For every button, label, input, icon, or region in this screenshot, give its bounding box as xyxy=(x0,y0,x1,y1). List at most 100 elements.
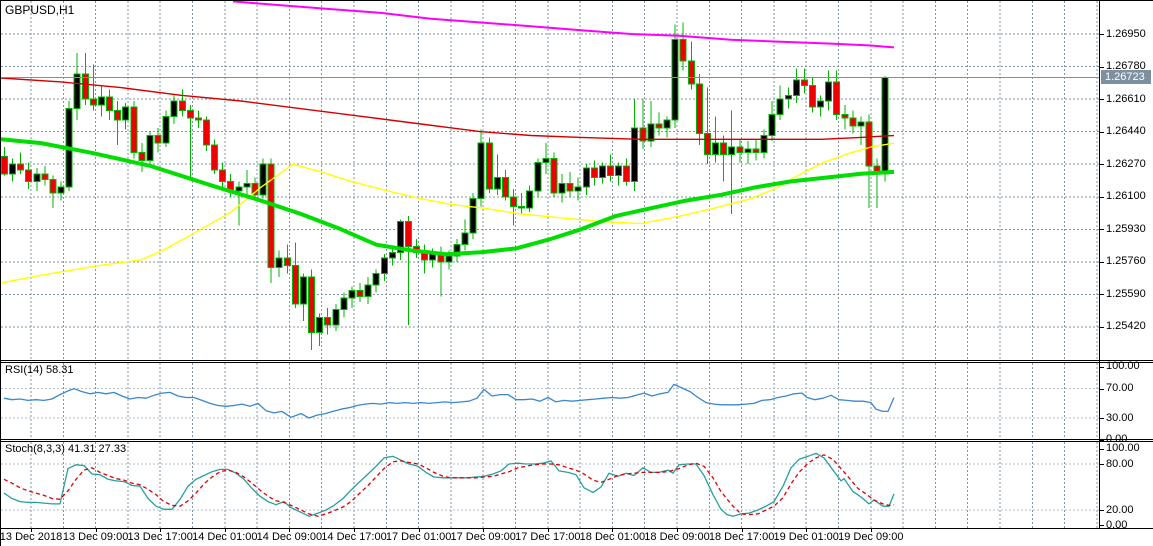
axis-tick xyxy=(1100,164,1104,166)
candle-bull xyxy=(825,81,833,102)
candle-bear xyxy=(41,173,49,181)
candle-bull xyxy=(259,163,267,196)
stoch-axis-label: 80.00 xyxy=(1106,457,1134,470)
rsi-axis-label: 0.00 xyxy=(1106,433,1128,446)
price-axis-label: 1.26950 xyxy=(1106,27,1146,40)
candle-bear xyxy=(607,165,614,177)
candle-bear xyxy=(291,265,299,305)
stoch-panel[interactable]: Stoch(8,3,3) 41.31 27.33 xyxy=(1,442,1099,528)
price-axis-label: 1.25930 xyxy=(1106,222,1146,235)
time-axis-label: 17 Dec 17:00 xyxy=(515,531,581,543)
candle-bull xyxy=(493,177,501,190)
candle-bear xyxy=(106,96,114,112)
time-axis-label: 19 Dec 01:00 xyxy=(773,531,839,543)
candle-bull xyxy=(671,39,679,121)
candle-bull xyxy=(453,244,461,257)
candle-bear xyxy=(154,134,162,144)
candle-bear xyxy=(841,113,849,119)
time-axis-tick xyxy=(418,528,420,532)
candle-bear xyxy=(501,177,509,198)
axis-tick xyxy=(1100,326,1104,328)
candle-bull xyxy=(57,186,65,194)
rsi-canvas[interactable] xyxy=(1,363,1099,439)
time-axis-label: 14 Dec 09:00 xyxy=(256,531,323,543)
stoch-signal-line xyxy=(3,454,895,517)
axis-tick xyxy=(1100,510,1104,512)
price-axis-label: 1.26610 xyxy=(1106,92,1146,105)
candle-bull xyxy=(542,157,550,163)
candle-bull xyxy=(768,113,776,136)
axis-tick xyxy=(1100,66,1104,68)
candle-bull xyxy=(598,165,606,179)
candle-bull xyxy=(388,251,396,259)
main-chart-canvas[interactable] xyxy=(1,1,1099,360)
time-axis-label: 13 Dec 17:00 xyxy=(127,531,193,543)
candle-bear xyxy=(833,81,841,115)
time-axis[interactable]: 13 Dec 2018 13 Dec 09:00 13 Dec 17:00 14 De… xyxy=(0,528,1099,546)
time-axis-label: 14 Dec 17:00 xyxy=(321,531,387,543)
candle-bull xyxy=(332,309,340,326)
candle-bear xyxy=(510,196,518,207)
price-axis-line xyxy=(1099,1,1100,529)
candle-bear xyxy=(809,85,816,108)
candle-bull xyxy=(784,94,792,100)
time-axis-tick xyxy=(483,528,485,532)
axis-tick xyxy=(1100,439,1104,441)
candle-bear xyxy=(81,73,89,100)
price-axis[interactable]: 1.26723 1.26950 1.26780 1.26610 1.26440 1.26… xyxy=(1100,1,1153,531)
candle-bear xyxy=(114,110,122,121)
price-axis-label: 1.26780 xyxy=(1106,60,1146,73)
symbol-label: GBPUSD,H1 xyxy=(5,3,75,17)
candle-bull xyxy=(469,198,477,234)
rsi-axis-label: 70.00 xyxy=(1106,382,1134,395)
candle-bear xyxy=(703,133,711,156)
rsi-line xyxy=(3,383,895,419)
candle-bear xyxy=(752,148,760,154)
axis-tick xyxy=(1100,261,1104,263)
time-axis-tick xyxy=(547,528,549,532)
axis-tick xyxy=(1100,418,1104,419)
time-axis-label: 13 Dec 2018 xyxy=(0,531,63,543)
candle-bear xyxy=(356,290,364,297)
candle-bull xyxy=(534,161,542,192)
stoch-axis-label: 20.00 xyxy=(1106,503,1134,516)
axis-tick xyxy=(1100,99,1104,101)
candle-bear xyxy=(550,157,558,194)
axis-tick xyxy=(1100,34,1104,35)
ma-thick-green xyxy=(1,137,895,257)
price-axis-label: 1.25420 xyxy=(1106,320,1146,333)
time-axis-label: 18 Dec 09:00 xyxy=(644,531,710,543)
candle-bull xyxy=(582,167,590,188)
price-axis-label: 1.26270 xyxy=(1106,157,1146,170)
axis-tick xyxy=(1100,229,1104,231)
candle-bear xyxy=(590,167,598,179)
panel-separator-2[interactable] xyxy=(1,439,1153,442)
time-axis-tick xyxy=(31,528,32,532)
candle-bear xyxy=(25,169,33,182)
time-axis-tick xyxy=(289,528,291,532)
candle-bull xyxy=(275,257,283,269)
panel-separator-1[interactable] xyxy=(1,360,1153,363)
candle-bull xyxy=(73,73,81,110)
candle-bull xyxy=(364,284,372,297)
main-chart-panel[interactable]: GBPUSD,H1 xyxy=(1,1,1099,360)
time-axis-label: 17 Dec 01:00 xyxy=(385,531,452,543)
candle-bull xyxy=(526,190,534,209)
candle-bear xyxy=(211,144,219,171)
time-axis-tick xyxy=(870,528,872,532)
axis-tick xyxy=(1100,366,1104,368)
rsi-panel[interactable]: RSI(14) 58.31 xyxy=(1,363,1099,439)
time-axis-line xyxy=(1,528,1153,529)
candle-bull xyxy=(760,134,768,154)
time-axis-label: 18 Dec 17:00 xyxy=(708,531,775,543)
candle-bull xyxy=(372,272,380,286)
time-axis-tick xyxy=(95,528,97,532)
stoch-canvas[interactable] xyxy=(1,442,1099,528)
candle-bull xyxy=(477,142,485,200)
candle-bull xyxy=(445,255,453,263)
stoch-axis-label: 100.00 xyxy=(1106,442,1140,455)
candle-bull xyxy=(33,173,41,182)
rsi-axis-label: 30.00 xyxy=(1106,411,1134,424)
candle-bull xyxy=(744,148,752,154)
